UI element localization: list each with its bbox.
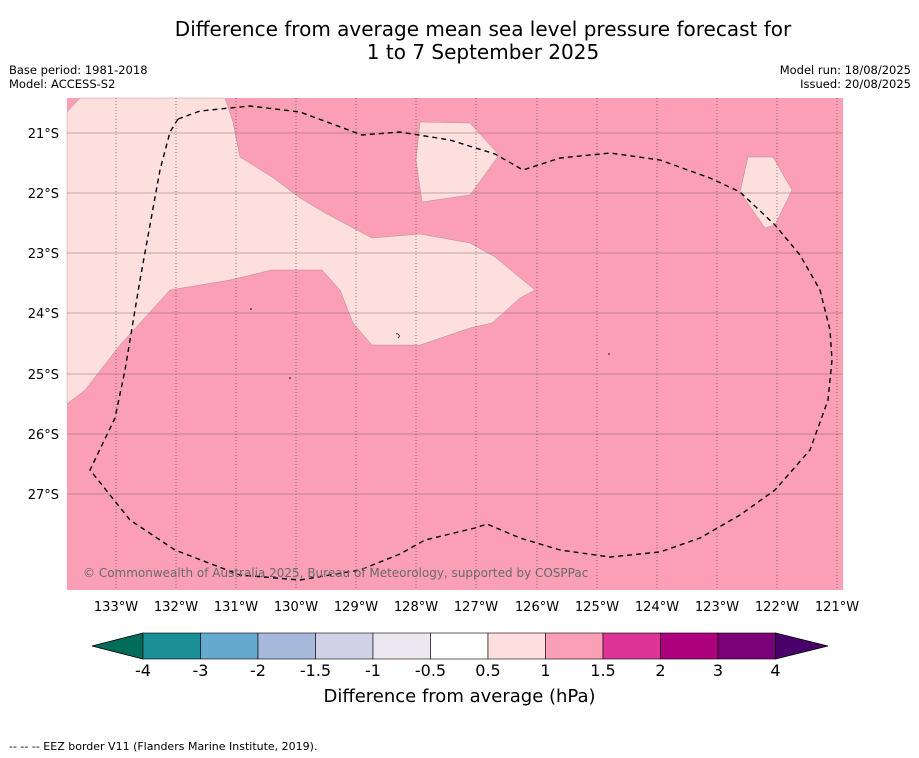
longitude-tick-label: 133°W (94, 600, 138, 615)
title-line-1: Difference from average mean sea level p… (174, 17, 792, 41)
island-marker (250, 308, 252, 310)
copyright-text: © Commonwealth of Australia 2025, Bureau… (83, 566, 588, 580)
colorbar-tick-label: 4 (770, 661, 780, 680)
longitude-tick-label: 131°W (214, 600, 258, 615)
graticule (67, 98, 843, 590)
longitude-tick-label: 129°W (334, 600, 378, 615)
colorbar-tick-label: 3 (713, 661, 723, 680)
colorbar-tick-label: 0.5 (475, 661, 500, 680)
issued-date: Issued: 20/08/2025 (800, 77, 911, 91)
meta-right: Model run: 18/08/2025 Issued: 20/08/2025 (780, 63, 911, 91)
longitude-tick-label: 128°W (394, 600, 438, 615)
colorbar-tick-label: 2 (655, 661, 665, 680)
model-name: Model: ACCESS-S2 (9, 77, 116, 91)
colorbar: -4 -3 -2 -1.5 -1 -0.5 0.5 1 1.5 2 3 4 (91, 632, 829, 680)
colorbar-under-arrow (91, 632, 144, 660)
longitude-tick-label: 126°W (515, 600, 559, 615)
colorbar-tick-label: -3 (193, 661, 209, 680)
latitude-tick-label: 26°S (28, 428, 59, 443)
colorbar-tick-label: -4 (135, 661, 151, 680)
longitude-tick-label: 124°W (635, 600, 679, 615)
colorbar-tick-label: -0.5 (415, 661, 446, 680)
colorbar-swatch (602, 632, 661, 660)
latitude-tick-label: 24°S (28, 307, 59, 322)
longitude-tick-label: 122°W (755, 600, 799, 615)
colorbar-tick-label: -1 (365, 661, 381, 680)
latitude-tick-label: 25°S (28, 368, 59, 383)
map-panel (66, 97, 843, 590)
model-run: Model run: 18/08/2025 (779, 63, 911, 77)
latitude-tick-label: 22°S (28, 187, 59, 202)
island-marker (608, 353, 610, 355)
title-line-2: 1 to 7 September 2025 (366, 40, 600, 64)
longitude-tick-label: 130°W (274, 600, 318, 615)
island-marker (395, 333, 400, 339)
region-0-5-to-1-north (415, 121, 500, 203)
colorbar-label: Difference from average (hPa) (323, 686, 596, 707)
colorbar-swatch (717, 632, 776, 660)
colorbar-tick-label: 1 (540, 661, 550, 680)
colorbar-swatch (315, 632, 374, 660)
colorbar-swatch (142, 632, 201, 660)
colorbar-swatch (257, 632, 316, 660)
map-title: Difference from average mean sea level p… (0, 18, 919, 64)
eez-legend-note: -- -- -- EEZ border V11 (Flanders Marine… (9, 740, 318, 753)
longitude-tick-label: 125°W (575, 600, 619, 615)
latitude-labels: 21°S 22°S 23°S 24°S 25°S 26°S 27°S (28, 127, 59, 503)
region-0-5-to-1-west (66, 97, 536, 405)
colorbar-swatch (200, 632, 259, 660)
latitude-tick-label: 23°S (28, 247, 59, 262)
longitude-tick-label: 132°W (154, 600, 198, 615)
colorbar-tick-label: -2 (250, 661, 266, 680)
latitude-tick-label: 27°S (28, 488, 59, 503)
latitude-tick-label: 21°S (28, 127, 59, 142)
island-marker (289, 377, 291, 379)
colorbar-swatch (430, 632, 489, 660)
colorbar-tick-label: -1.5 (300, 661, 331, 680)
longitude-tick-label: 127°W (454, 600, 498, 615)
meta-left: Base period: 1981-2018 Model: ACCESS-S2 (9, 63, 148, 91)
colorbar-swatch (660, 632, 719, 660)
colorbar-tick-label: 1.5 (590, 661, 615, 680)
colorbar-over-arrow (775, 632, 829, 660)
colorbar-swatch (545, 632, 604, 660)
longitude-tick-label: 121°W (815, 600, 859, 615)
colorbar-swatch (487, 632, 546, 660)
longitude-tick-label: 123°W (695, 600, 739, 615)
longitude-labels: 133°W 132°W 131°W 130°W 129°W 128°W 127°W 126°W… (94, 600, 859, 615)
base-period: Base period: 1981-2018 (9, 63, 148, 77)
colorbar-swatch (372, 632, 431, 660)
